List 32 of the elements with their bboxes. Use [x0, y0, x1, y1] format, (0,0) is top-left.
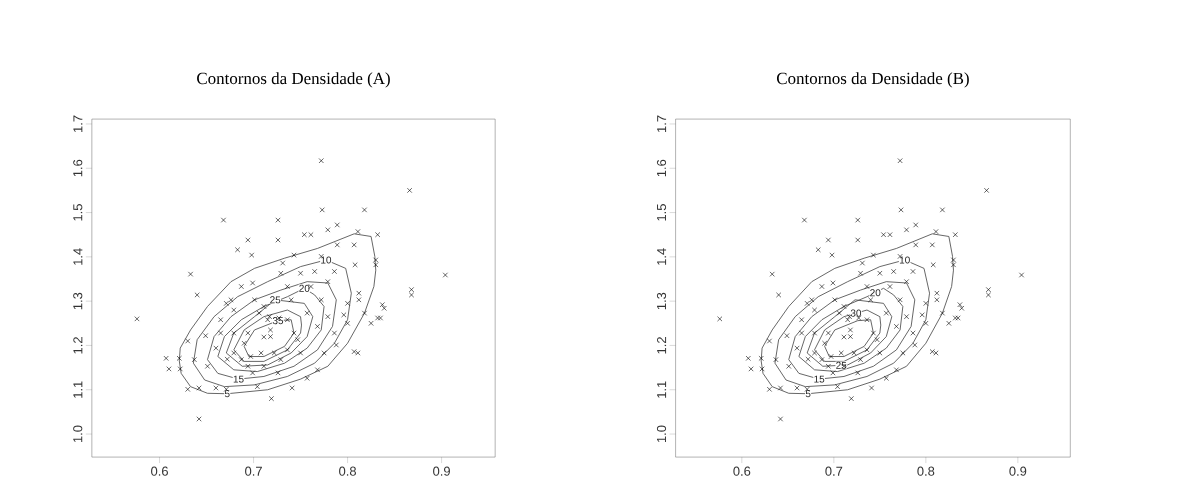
x-tick-label: 0.8 — [917, 466, 935, 476]
y-tick-label: 1.1 — [657, 381, 667, 398]
y-tick-label: 1.2 — [657, 337, 667, 354]
annotation: 30 — [850, 309, 862, 317]
y-tick-label: 1.5 — [657, 204, 667, 221]
y-tick-label: 1.6 — [656, 159, 667, 177]
y-tick-label: 1.4 — [657, 248, 667, 265]
chart-title: Contornos da Densidade (A) — [197, 72, 390, 88]
annotation: 5 — [805, 390, 811, 398]
y-tick-label: 1.7 — [73, 115, 83, 132]
y-tick-label: 1.2 — [73, 337, 83, 354]
annotation: 35 — [272, 317, 284, 325]
y-tick-label: 1.0 — [656, 425, 667, 443]
y-tick-label: 1.4 — [73, 248, 83, 265]
annotation: 25 — [836, 361, 847, 369]
x-tick-label: 0.8 — [339, 466, 356, 476]
x-tick-label: 0.7 — [825, 466, 843, 476]
y-tick-label: 1.6 — [73, 159, 83, 177]
y-tick-label: 1.0 — [73, 425, 83, 443]
y-tick-label: 1.3 — [73, 292, 83, 310]
annotation: 5 — [224, 390, 230, 398]
x-tick-label: 0.7 — [245, 466, 262, 476]
x-tick-label: 0.6 — [733, 466, 751, 476]
x-tick-label: 0.9 — [433, 466, 450, 476]
y-tick-label: 1.7 — [657, 115, 667, 132]
x-tick-label: 0.6 — [151, 466, 168, 476]
annotation: 20 — [870, 289, 881, 297]
y-tick-label: 1.3 — [656, 292, 667, 310]
y-tick-label: 1.5 — [73, 204, 83, 221]
x-tick-label: 0.9 — [1009, 466, 1027, 476]
chart-title: Contornos da Densidade (B) — [776, 72, 969, 88]
y-tick-label: 1.1 — [73, 381, 83, 398]
